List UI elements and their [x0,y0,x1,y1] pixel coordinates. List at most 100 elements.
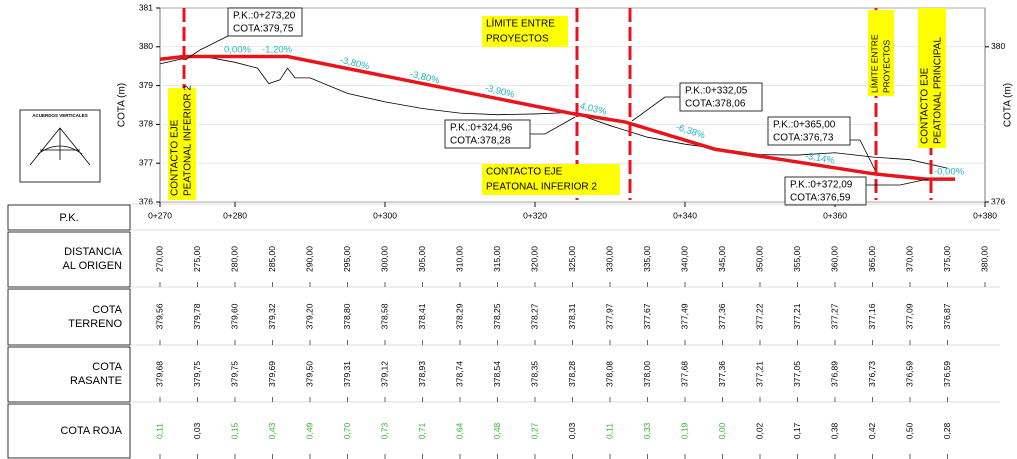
slope-label: -1,20% [262,45,293,56]
rasante-value: 378,54 [492,361,502,387]
header-box [7,288,131,346]
row-header: COTA ROJA [60,425,122,437]
callout-pk: P.K.:0+372,09 [790,180,853,191]
y-tick-label: 380 [139,41,153,51]
rasante-value: 377,68 [679,361,689,387]
grid: 376 377 378 379 380 381 380 376 0+270 0+280 0+300 0… [139,2,1006,220]
roja-value: 0,15 [229,422,239,439]
terreno-value: 378,31 [567,303,577,329]
row-header: DISTANCIA [64,246,123,258]
header-box [7,346,131,403]
header-box [7,204,131,231]
rasante-value: 379,50 [304,361,314,387]
terreno-value: 377,67 [642,303,652,329]
x-tick-label: 0+380 [973,210,997,220]
roja-value: 0,27 [529,422,539,439]
callout-box [679,82,763,112]
terreno-value: 377,09 [904,303,914,329]
distancia-value: 285,00 [267,246,277,272]
marker-label: PEATONAL INFERIOR 2 [486,182,597,193]
marker-label: PROYECTOS [881,39,891,93]
distancia-value: 310,00 [454,246,464,272]
label-bg [482,16,568,47]
callout-pk: P.K.:0+365,00 [773,120,836,131]
distancia-value: 335,00 [642,246,652,272]
callout-pk: P.K.:0+273,20 [233,11,296,22]
rasante-value: 376,73 [867,361,877,387]
row-header: AL ORIGEN [63,260,123,272]
rasante-value: 378,93 [417,361,427,387]
terreno-value: 377,21 [792,303,802,329]
terreno-value: 378,58 [379,303,389,329]
rasante-value: 379,68 [154,361,164,387]
label-bg [168,88,196,200]
terreno-value: 377,49 [679,303,689,329]
y-tick-label: 379 [139,80,153,90]
row-header: P.K. [59,212,78,224]
rasante-value: 376,59 [904,361,914,387]
rasante-value: 377,21 [754,361,764,387]
header-box [7,403,131,459]
roja-value: 0,42 [867,422,877,439]
distancia-value: 355,00 [792,246,802,272]
rasante-value: 378,28 [567,361,577,387]
callout-cota: COTA:376,59 [790,193,851,204]
terreno-value: 379,32 [267,303,277,329]
distancia-value: 380,00 [979,246,989,272]
row-header: TERRENO [68,318,122,330]
roja-value: 0,11 [604,423,614,439]
leader [850,139,876,171]
roja-value: 0,50 [904,422,914,439]
terreno-value: 377,97 [604,303,614,329]
roja-value: 0,64 [454,422,464,439]
legend-title: ACUERDOS VERTICALES [32,113,88,118]
y2-tick-label: 380 [991,41,1005,51]
label-bg [918,8,946,148]
row-header: RASANTE [70,375,122,387]
terreno-value: 377,22 [754,303,764,329]
distancia-value: 300,00 [379,246,389,272]
terreno-value: 379,78 [192,303,202,329]
marker-label: CONTACTO EJE [920,67,931,144]
roja-value: 0,43 [267,422,277,439]
rasante-value: 377,36 [717,361,727,387]
x-tick-label: 0+270 [148,210,172,220]
roja-value: 0,38 [829,422,839,439]
roja-value: 0,73 [379,422,389,439]
marker-label: CONTACTO EJE [170,119,181,196]
distancia-value: 275,00 [192,246,202,272]
roja-value: 0,28 [942,422,952,439]
callout-cota: COTA:378,06 [685,99,746,110]
rasante-value: 379,12 [379,361,389,387]
leader [866,178,929,186]
marker-label: CONTACTO EJE [486,167,563,178]
roja-value: 0,33 [642,422,652,439]
slope-label: -3,14% [804,151,836,167]
roja-value: 0,19 [679,422,689,439]
distancia-value: 320,00 [529,246,539,272]
terreno-value: 377,27 [829,303,839,329]
x-tick-label: 0+360 [823,210,847,220]
y2-tick-label: 376 [991,196,1005,206]
callout-cota: COTA:376,73 [773,133,834,144]
callout-cota: COTA:379,75 [233,24,294,35]
distancia-value: 305,00 [417,246,427,272]
rasante-value: 379,69 [267,361,277,387]
rasante-value: 379,31 [342,361,352,387]
y-tick-label: 381 [139,2,153,12]
callout-box [767,116,851,146]
table: 270,00 275,00 280,00 285,00 290,00 295,00 300,… [130,203,1000,459]
terreno-value: 378,80 [342,303,352,329]
header-box [7,231,131,288]
distancia-value: 325,00 [567,246,577,272]
label-bg [482,164,620,195]
terreno-value: 377,36 [717,303,727,329]
distancia-value: 370,00 [904,246,914,272]
distancia-value: 290,00 [304,246,314,272]
rasante-value: 378,35 [529,361,539,387]
terrain-line [159,54,948,169]
distancia-value: 365,00 [867,246,877,272]
roja-value: 0,71 [417,422,427,439]
marker-label: PEATONAL INFERIOR 2 [183,85,194,196]
label-bg [868,10,894,96]
